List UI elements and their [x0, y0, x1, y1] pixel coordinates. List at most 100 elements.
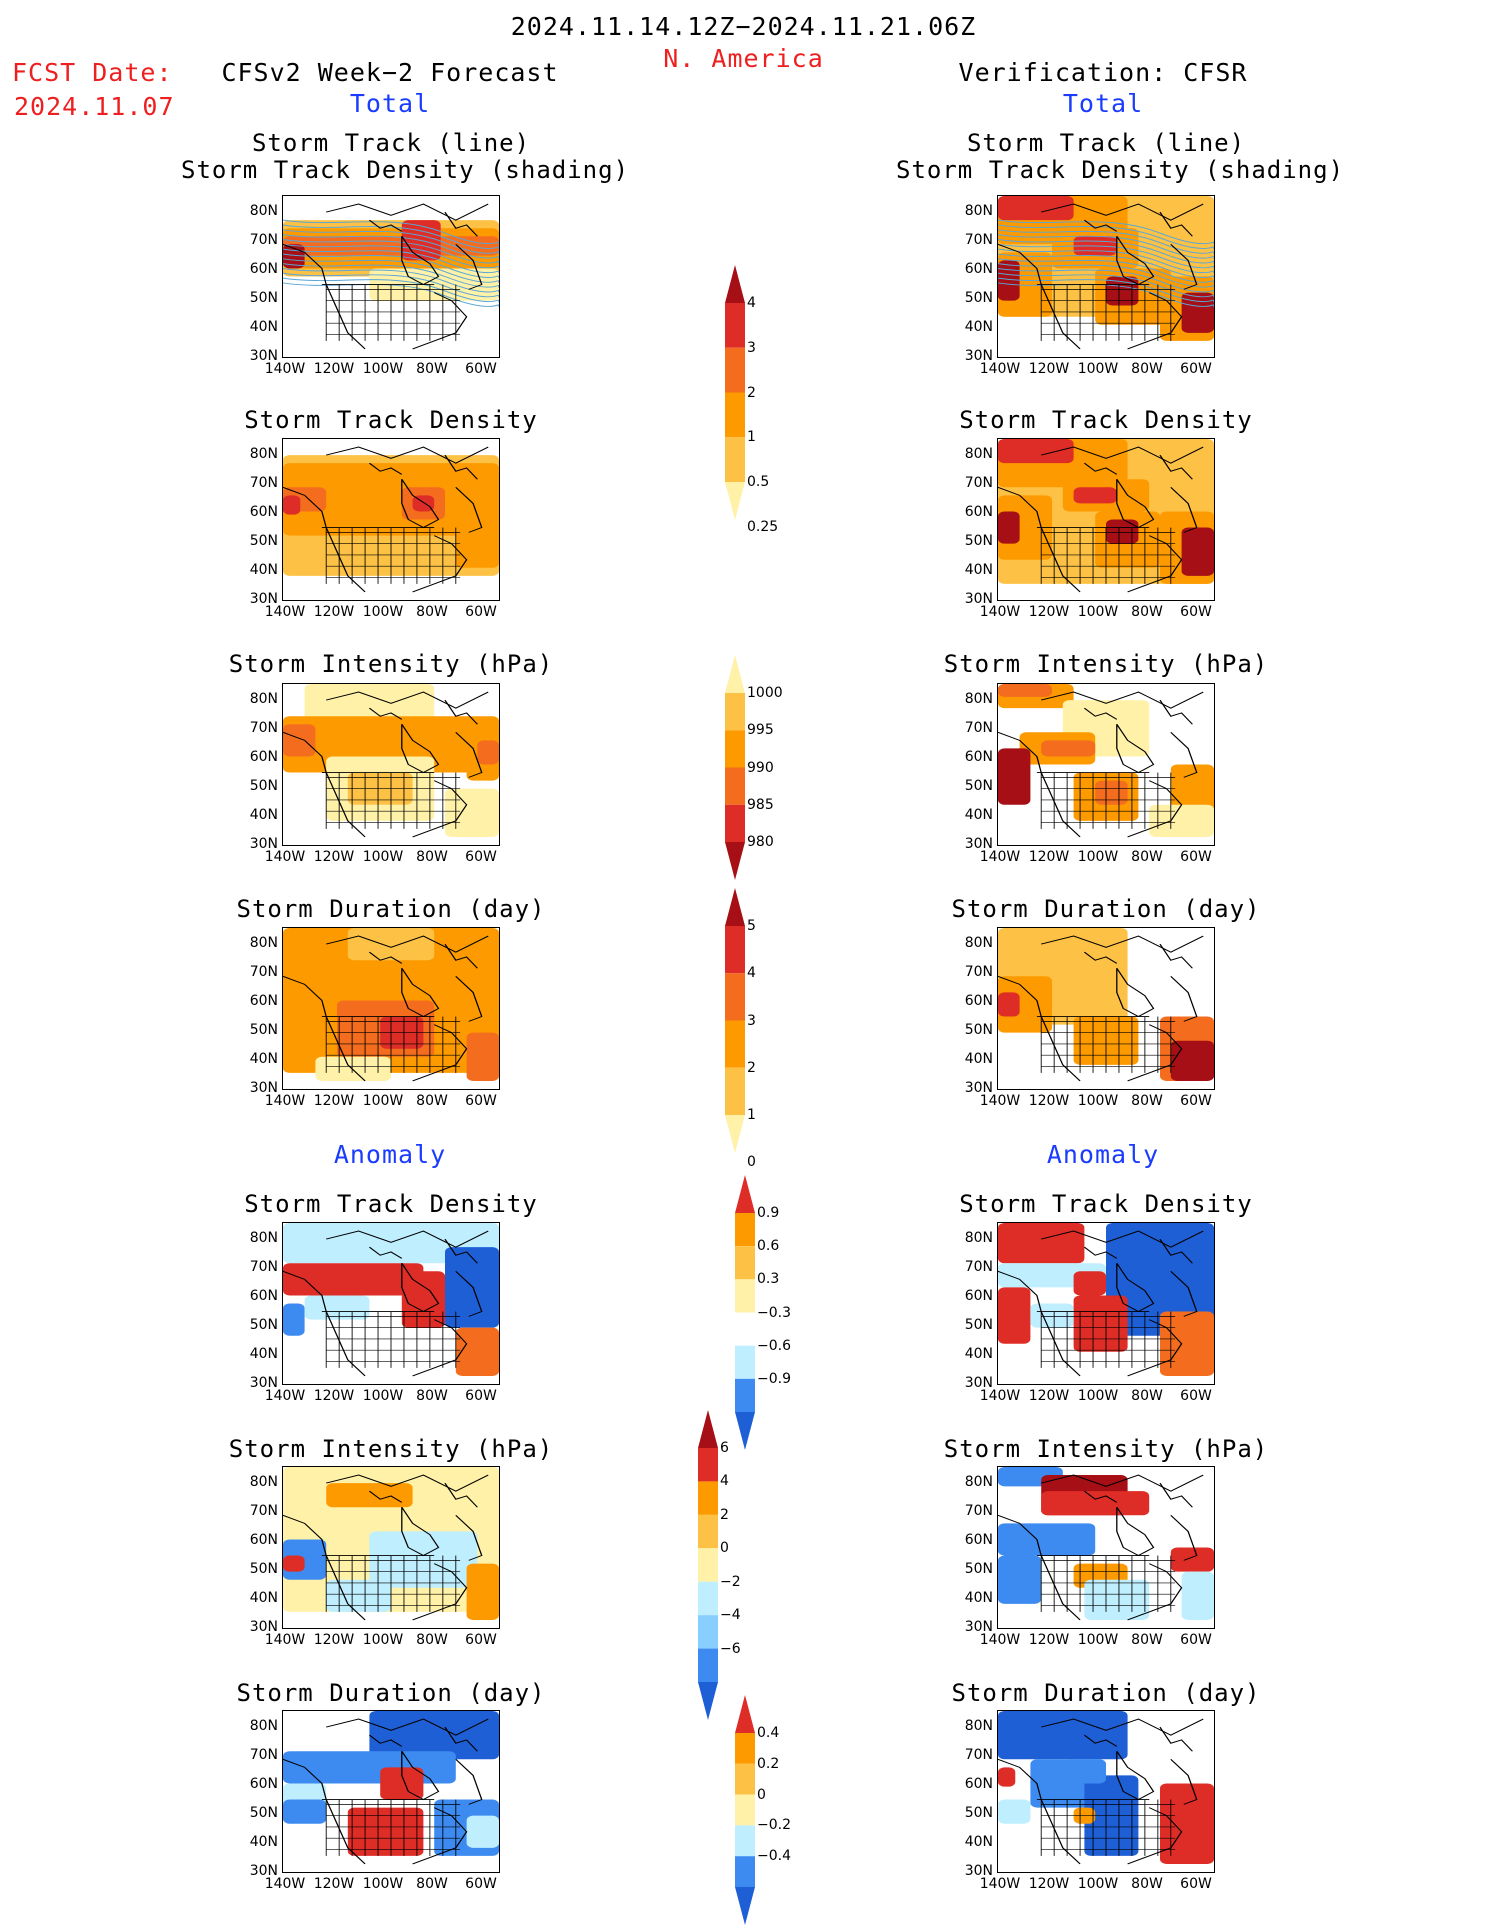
- lat-tick-label: 60N: [249, 1776, 278, 1792]
- map-panel-left-density_anom: [282, 1222, 500, 1385]
- coastline: [1127, 1319, 1183, 1377]
- storm-track-line: [283, 258, 499, 283]
- lat-tick-label: 70N: [964, 720, 993, 736]
- lat-tick-label: 50N: [249, 1317, 278, 1333]
- coastline: [368, 1734, 403, 1747]
- shading-region: [1170, 1547, 1214, 1572]
- coastline: [998, 975, 1081, 1082]
- left-total-label: Total: [349, 89, 431, 118]
- storm-track-line: [998, 263, 1214, 288]
- lon-tick-label: 80W: [1131, 1876, 1163, 1892]
- lat-tick-label: 50N: [249, 1561, 278, 1577]
- coastline: [325, 203, 489, 221]
- lon-tick-label: 60W: [465, 1876, 497, 1892]
- colorbar-label: −0.3: [757, 1304, 791, 1321]
- panel-title: Storm Track Density: [959, 1190, 1253, 1218]
- coastline: [1116, 724, 1155, 774]
- colorbar-label: 0.25: [747, 518, 779, 535]
- colorbar-label: 2: [720, 1506, 729, 1523]
- coastline: [455, 1270, 483, 1317]
- lat-tick-label: 70N: [964, 1503, 993, 1519]
- shading-region: [326, 1483, 413, 1508]
- shading-region: [1181, 527, 1214, 576]
- coastline: [998, 243, 1081, 350]
- lat-tick-label: 60N: [964, 749, 993, 765]
- shading-region: [369, 1531, 478, 1588]
- lon-tick-label: 80W: [416, 1388, 448, 1404]
- lat-tick-label: 60N: [249, 504, 278, 520]
- lat-tick-label: 40N: [249, 1590, 278, 1606]
- coastline: [283, 975, 366, 1082]
- coastline: [1127, 535, 1183, 593]
- colorbar-label: 5: [747, 918, 756, 934]
- shading-region: [998, 260, 1020, 301]
- lat-tick-label: 70N: [249, 232, 278, 248]
- storm-track-line: [283, 224, 499, 250]
- lat-tick-label: 70N: [249, 1503, 278, 1519]
- coastline: [444, 1238, 478, 1264]
- map-panel-right-duration_anom: [997, 1710, 1215, 1873]
- date-range-title: 2024.11.14.12Z−2024.11.21.06Z: [510, 12, 977, 41]
- lon-tick-label: 120W: [313, 604, 355, 620]
- shading-region: [998, 1767, 1016, 1787]
- shading-region: [998, 1523, 1096, 1556]
- colorbar-label: 0: [757, 1786, 766, 1803]
- coastline: [1159, 943, 1193, 969]
- shading-region: [1073, 487, 1117, 504]
- coastline: [412, 780, 468, 838]
- lat-tick-label: 50N: [964, 1022, 993, 1038]
- panel-title: Storm Track Density: [244, 1190, 538, 1218]
- storm-track-line: [283, 253, 499, 279]
- fcst-date-value: 2024.11.07: [14, 92, 175, 121]
- coastline: [1083, 951, 1118, 964]
- lon-tick-label: 120W: [313, 1876, 355, 1892]
- shading-region: [998, 1799, 1031, 1824]
- lat-tick-label: 60N: [964, 1532, 993, 1548]
- shading-region: [304, 1295, 370, 1320]
- lat-tick-label: 60N: [249, 1288, 278, 1304]
- lat-tick-label: 70N: [249, 720, 278, 736]
- storm-track-line: [283, 263, 499, 288]
- shading-region: [1160, 1311, 1214, 1376]
- colorbar-label: 2: [747, 384, 756, 401]
- lat-tick-label: 30N: [964, 591, 993, 607]
- panel-title: Storm Track Density (shading): [896, 156, 1345, 184]
- lon-tick-label: 80W: [416, 361, 448, 377]
- coastline: [1040, 691, 1204, 709]
- lon-tick-label: 140W: [264, 361, 306, 377]
- shading-region: [283, 495, 301, 515]
- colorbar-label: 980: [747, 834, 774, 850]
- lat-tick-label: 40N: [964, 807, 993, 823]
- colorbar-label: 1: [747, 429, 756, 446]
- coastline: [401, 724, 440, 774]
- shading-region: [283, 1263, 424, 1296]
- coastline: [283, 731, 366, 838]
- shading-region: [1041, 1491, 1150, 1516]
- lat-tick-label: 50N: [964, 778, 993, 794]
- lat-tick-label: 40N: [964, 1051, 993, 1067]
- lat-tick-label: 60N: [964, 1288, 993, 1304]
- coastline: [444, 1726, 478, 1752]
- lon-tick-label: 60W: [1180, 1632, 1212, 1648]
- shading-region: [1170, 1040, 1214, 1081]
- coastline: [1040, 1474, 1204, 1492]
- coastline: [1170, 975, 1198, 1022]
- coastline: [1083, 707, 1118, 720]
- panel-title: Storm Track (line): [251, 129, 531, 157]
- coastline: [283, 1514, 366, 1621]
- coastline: [1116, 1751, 1155, 1801]
- shading-region: [347, 928, 435, 961]
- left-column-title: CFSv2 Week−2 Forecast: [221, 58, 559, 87]
- lat-tick-label: 30N: [249, 1863, 278, 1879]
- lat-tick-label: 40N: [249, 319, 278, 335]
- colorbar-label: 985: [747, 796, 774, 813]
- lat-tick-label: 80N: [249, 203, 278, 219]
- coastline: [325, 1230, 489, 1248]
- lon-tick-label: 60W: [465, 849, 497, 865]
- lat-tick-label: 30N: [964, 836, 993, 852]
- shading-region: [477, 740, 499, 765]
- coastline: [283, 1270, 366, 1377]
- lat-tick-label: 40N: [249, 807, 278, 823]
- coastline: [1040, 203, 1204, 221]
- lat-tick-label: 60N: [964, 504, 993, 520]
